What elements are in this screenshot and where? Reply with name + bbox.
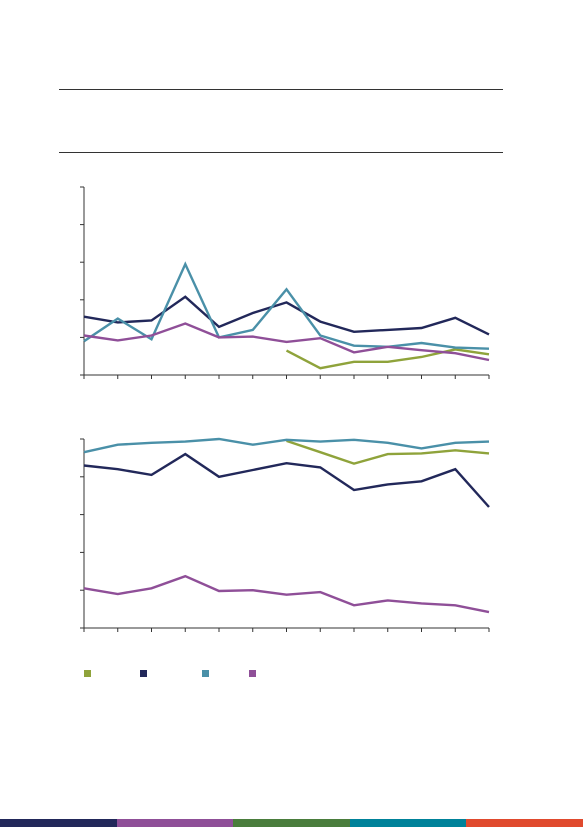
chart-1-series-1-line <box>285 348 490 370</box>
chart-2-series-3-line <box>83 437 490 454</box>
footer-segment-1 <box>0 819 117 827</box>
chart-2-series-1-line <box>286 439 490 465</box>
bottom-rule <box>59 152 503 153</box>
chart-2-series-2-line <box>83 452 490 508</box>
chart-1-series-3-line <box>83 261 490 350</box>
footer-segment-2 <box>116 819 234 827</box>
footer-segment-4 <box>349 819 467 827</box>
chart-1-series-4-line <box>83 322 490 362</box>
legend-swatch-4 <box>249 670 256 677</box>
legend-swatch-3 <box>202 670 209 677</box>
chart-2-series-4-line <box>83 574 490 614</box>
legend-swatch-1 <box>84 670 91 677</box>
top-rule <box>59 89 503 90</box>
legend-swatch-2 <box>140 670 147 677</box>
footer-segment-3 <box>233 819 350 827</box>
footer-segment-5 <box>466 819 583 827</box>
footer-color-bar <box>0 819 583 827</box>
